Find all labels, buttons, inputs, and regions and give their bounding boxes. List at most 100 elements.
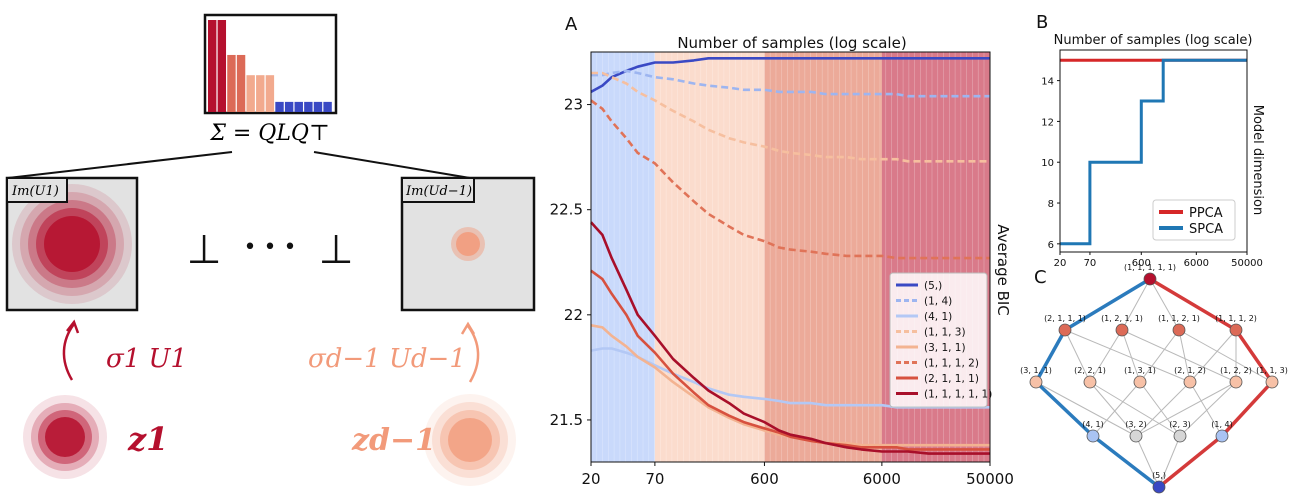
eigenvalue-bar <box>208 20 217 112</box>
chart-b-y-tick-label: 10 <box>1041 158 1054 169</box>
z-right-label: zd−1 <box>351 423 436 458</box>
chart-a: 20 70 600 6000 50000 21.5 22 22.5 23 Number of s… <box>550 34 1014 488</box>
chart-a-frame <box>590 51 991 463</box>
arrow-right-head <box>460 321 476 335</box>
chart-b-title: Number of samples (log scale) <box>1054 33 1253 48</box>
chart-a-shade-band <box>591 52 655 462</box>
eigenvalue-bar <box>265 75 275 112</box>
lattice-node <box>1058 323 1072 337</box>
lattice-node-label: (2, 1, 1, 1) <box>1044 314 1086 323</box>
lattice-edge <box>1089 329 1123 383</box>
lattice-path-spca <box>1034 380 1095 438</box>
blob-left-core <box>44 216 100 272</box>
lattice-edge <box>1158 435 1181 488</box>
ellipsis-dots: • • • <box>244 235 297 260</box>
lattice-edge <box>1139 381 1181 437</box>
panel-label-box-right <box>401 177 475 203</box>
lattice-node <box>1152 480 1166 494</box>
lattice-node <box>1229 323 1243 337</box>
lattice-node <box>1265 375 1279 389</box>
panel-label-b: B <box>1036 12 1048 33</box>
chart-a-shade-band <box>764 52 882 462</box>
z-right-core <box>448 418 492 462</box>
lattice-node-label: (1, 1, 1, 1, 1) <box>1124 263 1176 272</box>
chart-b-series-line <box>1060 58 1247 246</box>
eigenvalue-bar <box>246 75 255 112</box>
chart-b-axes: 20 70 600 6000 50000 6 8 10 12 14 <box>1041 49 1263 269</box>
chart-a-x-tick-label: 6000 <box>863 470 901 488</box>
lattice-node <box>1133 375 1147 389</box>
chart-a-series-line <box>591 69 990 98</box>
schematic-diagram: Σ = QLQ⊤ Im(U1) ⊥ • • • ⊥ Im(Ud−1) σ1 U1… <box>5 13 536 486</box>
lattice-node <box>1086 429 1100 443</box>
lattice-node-label: (1, 1, 2, 1) <box>1158 314 1200 323</box>
lattice-path-ppca <box>1220 380 1274 438</box>
chart-a-legend-label: (1, 4) <box>924 296 952 308</box>
lattice-edge <box>1189 329 1237 383</box>
lattice-node <box>1029 375 1043 389</box>
lattice-node <box>1172 323 1186 337</box>
z-left-core <box>45 417 85 457</box>
lattice-node <box>1115 323 1129 337</box>
chart-b: 20 70 600 6000 50000 6 8 10 12 14 Number of sampl… <box>1041 33 1265 269</box>
chart-a-legend-label: (1, 1, 3) <box>924 327 966 339</box>
lattice-node-label: (1, 3, 1) <box>1124 366 1156 375</box>
chart-b-y-tick-label: 12 <box>1041 117 1054 128</box>
lattice-edge <box>1179 381 1237 437</box>
lattice-node-label: (1, 1, 3) <box>1256 366 1288 375</box>
lattice-node-label: (4, 1) <box>1082 420 1104 429</box>
chart-b-ylabel: Model dimension <box>1250 105 1265 216</box>
chart-a-series-line <box>590 99 990 260</box>
chart-b-x-tick-label: 70 <box>1084 258 1097 269</box>
panel-label-left: Im(U1) <box>11 184 59 199</box>
sigma-equation: Σ = QLQ⊤ <box>209 121 329 146</box>
lattice-edge <box>1178 329 1191 383</box>
chart-a-legend-label: (4, 1) <box>924 311 952 323</box>
lattice-diagram: (1, 1, 1, 1, 1) (2, 1, 1, 1) (1, 2, 1, 1) (… <box>1020 263 1288 494</box>
lattice-edge <box>1135 381 1191 437</box>
lattice-edge <box>1135 381 1237 437</box>
lattice-node-label: (2, 2, 1) <box>1074 366 1106 375</box>
tree-line-left <box>7 151 233 179</box>
lattice-node-label: (5,) <box>1152 471 1166 480</box>
eigenvalue-bar <box>284 101 294 112</box>
chart-a-legend: (5,) (1, 4) (4, 1) (1, 1, 3) (3, 1, 1) (1, 1,… <box>889 272 992 408</box>
arrow-label-left: σ1 U1 <box>106 344 187 374</box>
chart-a-series-line <box>590 221 990 455</box>
lattice-edge <box>1064 329 1191 383</box>
panel-label-right: Im(Ud−1) <box>405 184 472 199</box>
panel-label-a: A <box>565 14 578 35</box>
chart-a-y-tick-label: 22 <box>564 306 583 324</box>
lattice-node <box>1215 429 1229 443</box>
lattice-edge <box>1121 329 1141 383</box>
chart-b-legend-label: PPCA <box>1189 206 1223 221</box>
arrow-left-head <box>66 319 80 334</box>
lattice-edge <box>1064 329 1091 383</box>
chart-a-y-tick-label: 23 <box>564 96 583 114</box>
chart-b-y-tick-label: 14 <box>1041 77 1054 88</box>
chart-b-x-tick-label: 6000 <box>1184 258 1209 269</box>
chart-a-x-tick-label: 50000 <box>966 470 1014 488</box>
eigenvalue-bar <box>227 54 236 112</box>
perp-symbol-right: ⊥ <box>319 227 354 273</box>
lattice-edge <box>1178 329 1273 383</box>
perp-symbol-left: ⊥ <box>187 227 222 273</box>
lattice-node <box>1173 429 1187 443</box>
blob-right-core <box>456 232 480 256</box>
chart-a-series-line <box>590 57 990 94</box>
chart-a-legend-label: (1, 1, 1, 1, 1) <box>924 389 992 401</box>
lattice-node-label: (1, 2, 2) <box>1220 366 1252 375</box>
eigenvalue-bar <box>304 101 313 112</box>
eigenvalue-bar <box>256 75 265 112</box>
lattice-path-ppca <box>1157 434 1224 489</box>
arrow-left <box>62 323 76 381</box>
chart-b-y-tick-label: 6 <box>1048 240 1054 251</box>
panel-label-c: C <box>1034 267 1047 288</box>
lattice-path-spca <box>1091 434 1161 489</box>
chart-a-title: Number of samples (log scale) <box>677 34 906 52</box>
chart-a-x-tick-label: 600 <box>750 470 779 488</box>
chart-a-series-line <box>590 324 990 447</box>
lattice-path-spca <box>1064 277 1151 332</box>
eigenvalue-bar <box>323 101 332 112</box>
